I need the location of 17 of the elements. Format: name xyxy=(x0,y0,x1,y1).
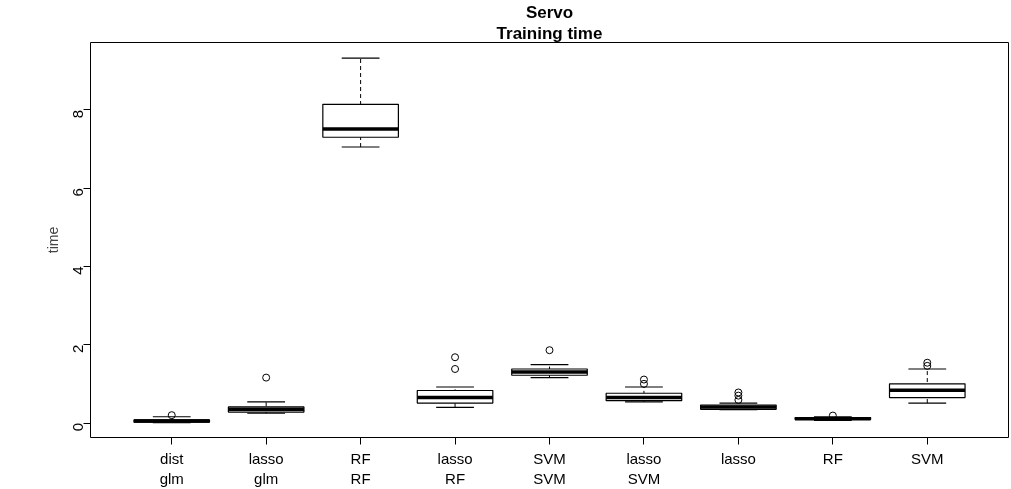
y-tick-label: 0 xyxy=(69,423,87,432)
x-tick-label: SVM xyxy=(911,449,944,467)
y-tick-label: 6 xyxy=(69,188,87,197)
x-tick-label: lasso SVM xyxy=(626,449,662,487)
chart-subtitle: Training time xyxy=(496,23,603,43)
chart-title: Servo xyxy=(525,2,574,22)
x-tick-label: RF RF xyxy=(350,449,371,487)
y-tick-label: 2 xyxy=(69,344,87,354)
y-axis-title: time xyxy=(44,226,61,254)
x-tick-label: dist glm xyxy=(159,449,185,487)
x-tick-label: SVM SVM xyxy=(533,449,566,487)
x-tick-label: lasso glm xyxy=(248,449,284,487)
x-tick-label: RF xyxy=(822,449,843,467)
x-tick-label: lasso xyxy=(720,449,756,467)
x-tick-label: lasso RF xyxy=(437,449,473,487)
y-tick-label: 4 xyxy=(69,266,87,275)
y-tick-label: 8 xyxy=(69,109,87,119)
